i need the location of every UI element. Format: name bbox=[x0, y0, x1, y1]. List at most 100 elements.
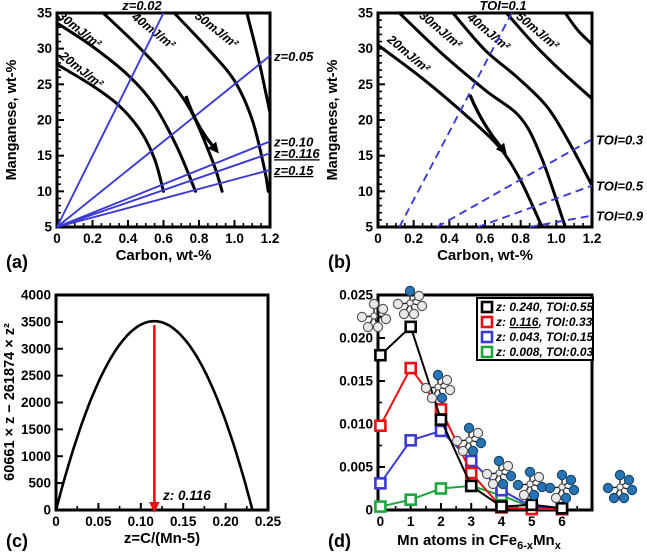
c-atom bbox=[616, 483, 624, 491]
data-marker-red bbox=[374, 419, 387, 433]
legend: z: 0.240, TOI:0.55z: 0.116, TOI:0.33z: 0… bbox=[476, 297, 594, 361]
guide-line bbox=[398, 12, 513, 228]
fe-atom bbox=[392, 298, 404, 310]
y-tick-label: 0 bbox=[365, 503, 373, 518]
y-tick-label: 30 bbox=[358, 41, 373, 56]
x-axis-label: z=C/(Mn-5) bbox=[124, 530, 200, 547]
mn-atom bbox=[524, 466, 536, 478]
c-atom bbox=[406, 299, 414, 307]
y-tick-label: 4000 bbox=[21, 288, 51, 303]
molecule-cluster bbox=[512, 466, 548, 501]
x-axis-label: Mn atoms in CFe6-xMnx bbox=[397, 532, 562, 552]
fe-atom bbox=[416, 300, 428, 312]
y-axis-label: Manganese, wt-% bbox=[325, 59, 341, 180]
mn-atom bbox=[493, 455, 505, 467]
x-tick-label: 0.2 bbox=[404, 231, 423, 246]
mn-atom bbox=[497, 478, 509, 490]
x-tick-label: 0.20 bbox=[212, 514, 238, 529]
guide-label: z=0.15 bbox=[273, 163, 314, 178]
fe-atom bbox=[426, 392, 438, 404]
panel-letter-b: (b) bbox=[328, 252, 351, 272]
y-tick-label: 5 bbox=[44, 220, 52, 235]
fe-atom bbox=[472, 427, 484, 439]
y-tick-label: 10 bbox=[37, 184, 52, 199]
x-tick-label: 0.8 bbox=[190, 231, 209, 246]
fe-atom bbox=[377, 303, 389, 315]
x-tick-label: 0.2 bbox=[83, 231, 102, 246]
y-tick-label: 10 bbox=[358, 184, 373, 199]
guide-line bbox=[56, 169, 271, 228]
data-marker-blue bbox=[374, 477, 387, 490]
y-tick-label: 35 bbox=[37, 6, 53, 21]
molecule-cluster bbox=[356, 298, 392, 333]
data-marker-black bbox=[525, 498, 539, 512]
data-marker-red bbox=[404, 361, 417, 375]
y-tick-label: 0.005 bbox=[339, 460, 373, 475]
mn-atom bbox=[626, 484, 638, 496]
guide-label: TOI=0.5 bbox=[596, 179, 644, 194]
guide-line bbox=[56, 12, 165, 228]
data-marker-green bbox=[404, 493, 417, 506]
guide-line bbox=[477, 184, 593, 228]
fe-atom bbox=[420, 382, 432, 394]
fe-atom bbox=[550, 492, 562, 504]
mn-atom bbox=[432, 369, 444, 381]
arrow-head bbox=[207, 141, 219, 154]
molecule-cluster bbox=[420, 369, 456, 404]
mn-atom bbox=[475, 437, 487, 449]
legend-marker-green bbox=[480, 345, 494, 359]
fe-atom bbox=[441, 374, 453, 386]
fe-atom bbox=[356, 311, 368, 323]
c-atom bbox=[370, 312, 378, 320]
x-tick-label: 0.8 bbox=[511, 231, 530, 246]
legend-marker-black bbox=[480, 300, 494, 314]
mn-atom bbox=[463, 422, 475, 434]
y-tick-label: 0.010 bbox=[339, 417, 373, 432]
x-tick-label: 1.2 bbox=[261, 231, 280, 246]
guide-line bbox=[56, 55, 271, 228]
iso-curve bbox=[55, 62, 165, 193]
y-tick-label: 0.025 bbox=[339, 288, 373, 303]
legend-marker-red bbox=[480, 315, 494, 329]
trend-arrow bbox=[468, 94, 502, 147]
data-marker-blue bbox=[404, 434, 417, 447]
y-tick-label: 0.015 bbox=[339, 374, 373, 389]
x-tick-label: 0.10 bbox=[128, 514, 154, 529]
iso-curve bbox=[172, 11, 270, 193]
c-atom bbox=[434, 383, 442, 391]
guide-label: z=0.05 bbox=[273, 49, 314, 64]
x-axis-label: Carbon, wt-% bbox=[116, 247, 212, 264]
fe-atom bbox=[408, 308, 420, 320]
x-tick-label: 0.25 bbox=[255, 514, 282, 529]
legend-box bbox=[476, 297, 594, 361]
data-marker-black bbox=[555, 501, 569, 515]
mn-atom bbox=[614, 469, 626, 481]
x-tick-label: 0 bbox=[374, 231, 382, 246]
guide-label: TOI=0.9 bbox=[596, 209, 644, 224]
x-tick-label: 0.6 bbox=[154, 231, 173, 246]
y-tick-label: 500 bbox=[28, 476, 51, 491]
c-atom bbox=[465, 436, 473, 444]
data-marker-black bbox=[495, 500, 508, 513]
y-tick-label: 1000 bbox=[21, 449, 51, 464]
data-marker-black bbox=[464, 479, 478, 493]
y-tick-label: 35 bbox=[358, 6, 374, 21]
plot-box bbox=[54, 293, 270, 512]
guide-label: TOI=0.3 bbox=[596, 132, 644, 147]
fe-atom bbox=[451, 435, 463, 447]
panel-d: 0 1 2 3 4 5 6 0 0.005 0.010 0.015 0.020 0.025 Mn atom… bbox=[339, 285, 638, 552]
x-tick-label: 1.0 bbox=[547, 231, 566, 246]
parabola-curve bbox=[54, 319, 254, 511]
fe-atom bbox=[502, 460, 514, 472]
iso-curve bbox=[55, 21, 197, 193]
iso-curve bbox=[563, 11, 594, 46]
molecule-cluster bbox=[544, 469, 580, 504]
molecule-cluster bbox=[481, 455, 517, 490]
y-tick-label: 3500 bbox=[21, 314, 51, 329]
y-tick-label: 25 bbox=[358, 77, 374, 92]
guide-line bbox=[56, 140, 271, 228]
legend-marker-blue bbox=[480, 330, 494, 344]
x-tick-label: 0.05 bbox=[85, 514, 112, 529]
guide-line bbox=[529, 214, 593, 228]
guide-label: z=0.02 bbox=[121, 0, 162, 13]
